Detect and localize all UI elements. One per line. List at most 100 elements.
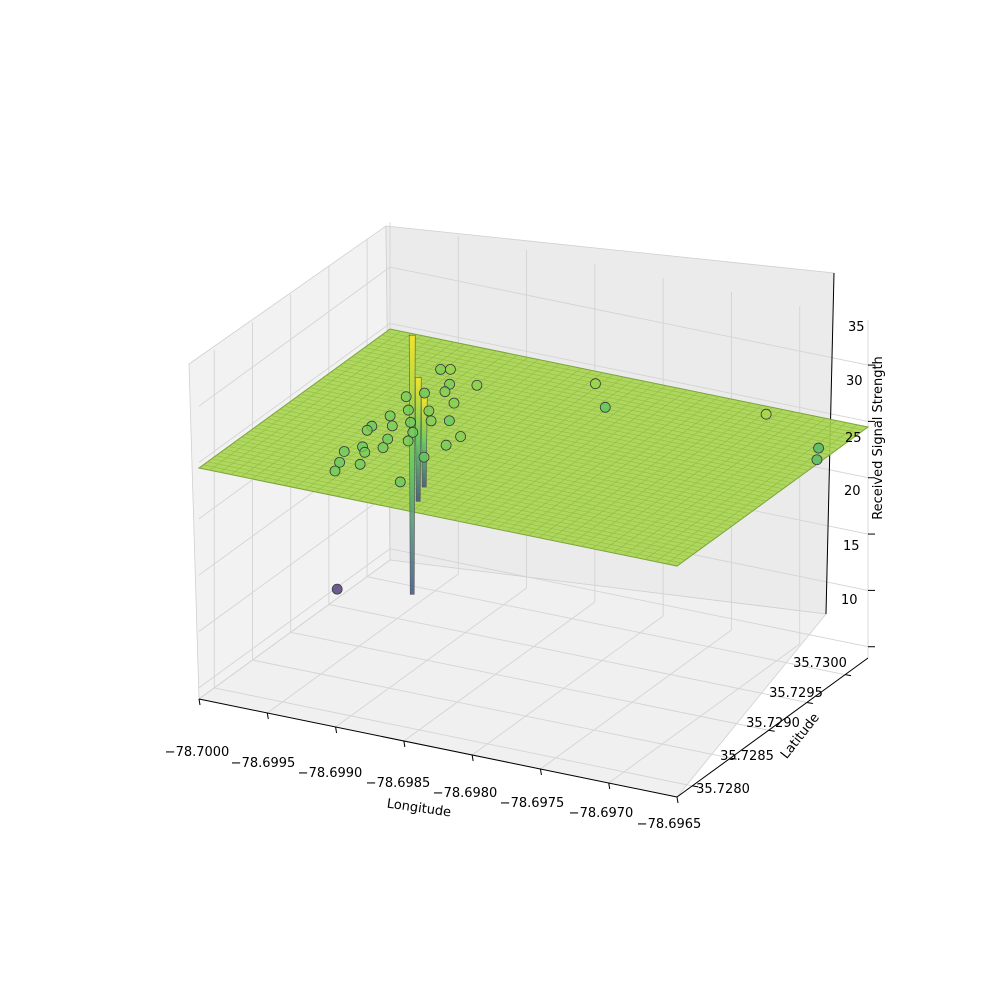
x-tick-mark — [471, 754, 474, 762]
y-tick-label: 35.7300 — [793, 656, 847, 671]
surface-mesh-line — [400, 370, 592, 510]
grid-line — [389, 548, 869, 648]
surface-mesh-line — [411, 372, 603, 512]
surface-mesh-line — [358, 361, 550, 501]
surface-mesh-line — [347, 359, 539, 499]
y-tick-mark — [844, 674, 852, 677]
grid-line — [389, 266, 869, 366]
grid-line — [198, 266, 391, 407]
surface-mesh-line — [241, 337, 433, 477]
surface-mesh-line — [203, 464, 682, 564]
y-tick-label: 35.7280 — [696, 782, 750, 797]
data-point — [382, 433, 394, 445]
z-tick-label: 30 — [846, 374, 863, 389]
surface-mesh-line — [313, 384, 792, 483]
data-point — [445, 363, 456, 375]
data-point — [419, 387, 430, 399]
surface-mesh-line — [258, 424, 737, 524]
scatter-series — [329, 363, 824, 595]
grid-line — [290, 631, 769, 731]
data-point — [448, 397, 460, 409]
surface-mesh-line — [613, 413, 805, 554]
y-tick-mark — [730, 757, 737, 760]
surface-mesh-line — [317, 381, 796, 480]
data-point — [471, 379, 483, 391]
y-axis-line — [676, 657, 869, 798]
surface-mesh-line — [273, 344, 465, 484]
surface-mesh-line — [538, 398, 731, 538]
surface-mesh-line — [385, 331, 864, 431]
surface-plane — [197, 328, 870, 567]
data-point — [760, 408, 772, 420]
surface-mesh-line — [364, 347, 843, 446]
grid-line — [214, 687, 693, 787]
surface-mesh-line — [559, 402, 752, 543]
z-tick-label: 10 — [841, 593, 858, 608]
surface-mesh-line — [224, 449, 703, 548]
surface-mesh-line — [570, 405, 762, 545]
surface-mesh-line — [215, 455, 695, 554]
grid-line — [471, 615, 664, 756]
surface-mesh-line — [296, 396, 775, 496]
x-tick-label: −78.6990 — [298, 766, 363, 781]
data-point — [435, 363, 446, 375]
data-point — [425, 415, 437, 427]
grid-line — [198, 323, 391, 463]
surface-mesh-line — [581, 407, 773, 547]
spike — [414, 377, 422, 502]
x-tick-mark — [676, 796, 679, 804]
x-tick-mark — [403, 740, 406, 748]
x-tick-labels: −78.7000 −78.6995 −78.6990 −78.6985 −78.… — [165, 745, 702, 832]
surface-mesh-line — [368, 344, 847, 443]
data-point — [384, 410, 396, 422]
surface-mesh-line — [279, 409, 758, 508]
tick-marks — [198, 364, 875, 804]
z-axis-label: Received Signal Strength — [871, 356, 886, 520]
data-point — [334, 456, 346, 468]
x-tick-label: −78.6985 — [366, 776, 431, 791]
surface-mesh-line — [271, 415, 750, 514]
surface-mesh-line — [309, 387, 788, 487]
data-point — [377, 442, 389, 454]
surface-mesh-line — [351, 356, 830, 456]
grid-line — [608, 643, 800, 784]
surface-mesh-line — [343, 362, 822, 462]
surface-mesh-line — [602, 411, 794, 552]
data-point — [331, 583, 343, 595]
x-tick-mark — [608, 782, 611, 790]
surface-mesh-line — [305, 390, 784, 490]
z-tick-labels: 10 15 20 25 30 35 — [841, 320, 865, 608]
surface-mesh-line — [372, 341, 852, 440]
grid-line — [540, 629, 732, 770]
surface-mesh-line — [300, 393, 779, 493]
data-point — [400, 391, 412, 403]
surface-mesh-line — [262, 421, 741, 520]
x-tick-mark — [266, 712, 269, 720]
x-tick-label: −78.6995 — [231, 756, 296, 771]
y-tick-label: 35.7285 — [720, 749, 774, 764]
surface-mesh-line — [377, 338, 856, 437]
surface-mesh-line — [228, 446, 707, 545]
z-tick-label: 25 — [845, 431, 862, 446]
surface-mesh-line — [292, 399, 771, 499]
surface-mesh-line — [254, 427, 733, 527]
surface-mesh-line — [237, 439, 716, 539]
data-point — [590, 378, 601, 390]
data-point — [329, 465, 341, 477]
surface-mesh-line — [464, 383, 656, 523]
grid-line — [366, 576, 846, 676]
y-tick-mark — [768, 729, 775, 732]
surface-mesh-line — [591, 409, 784, 549]
grid-line — [198, 559, 391, 700]
data-point — [811, 454, 823, 466]
surface-mesh-line — [506, 391, 699, 532]
data-point — [338, 446, 350, 457]
x-tick-label: −78.7000 — [165, 745, 230, 760]
data-point — [455, 431, 466, 442]
surface-mesh-line — [288, 402, 767, 502]
surface-mesh-line — [475, 385, 667, 525]
data-point — [386, 420, 398, 432]
z-tick-label: 35 — [848, 320, 865, 335]
surface-mesh-line — [347, 359, 826, 459]
